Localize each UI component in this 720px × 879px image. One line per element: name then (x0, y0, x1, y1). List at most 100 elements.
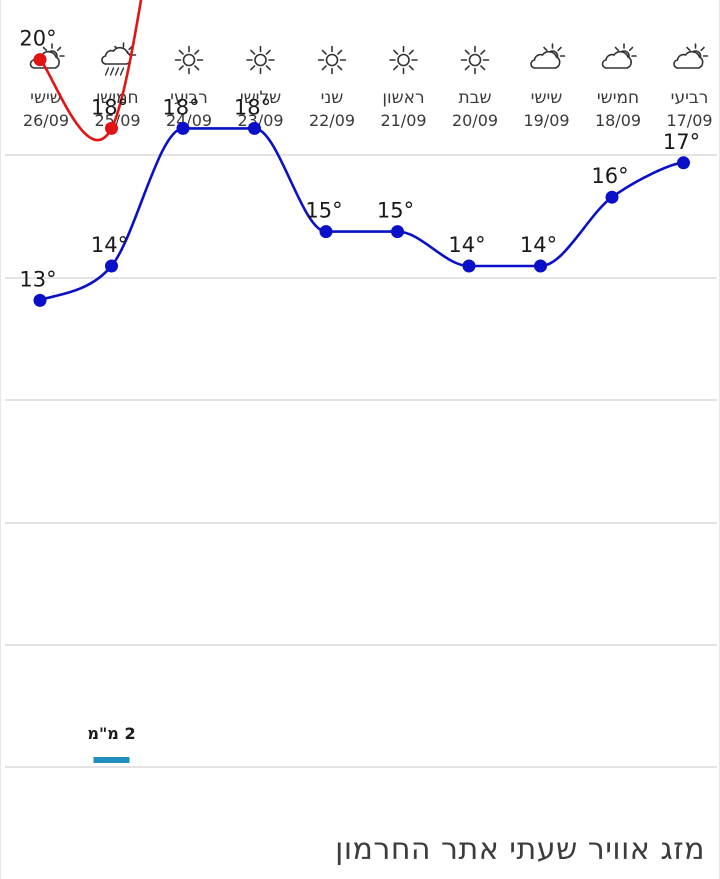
sun-ray (42, 46, 48, 52)
day-date-8: 18/09 (595, 111, 641, 130)
day-date-4: 22/09 (309, 111, 355, 130)
sun-icon (317, 45, 347, 75)
sun-ray (464, 49, 470, 55)
sun-core (397, 53, 410, 67)
sun-ray (686, 46, 691, 52)
sun-ray (464, 65, 470, 71)
partly-cloudy-icon (530, 43, 566, 69)
data-point-high-0 (33, 53, 47, 67)
sun-ray (557, 46, 562, 52)
rain-drop (119, 67, 125, 76)
data-point-low-0 (33, 293, 47, 307)
sun-ray (337, 65, 343, 71)
sun-ray (321, 65, 327, 71)
day-name-6: שבת (458, 88, 491, 108)
sun-ray (178, 65, 184, 71)
day-name-9: רביעי (671, 88, 709, 108)
data-point-low-5 (391, 225, 404, 239)
sun-ray (178, 49, 184, 55)
cloud-shape (601, 50, 632, 69)
sun-ray (408, 65, 414, 71)
rain-drop (104, 67, 110, 76)
data-point-low-2 (176, 121, 190, 135)
day-date-0: 26/09 (23, 111, 69, 130)
sun-ray (543, 46, 548, 52)
series-line-low (39, 127, 684, 302)
temp-label-low-2: 18° (162, 95, 199, 119)
page-title: מזג אוויר שעתי אתר החרמון (335, 832, 705, 867)
temp-label-low-3: 18° (234, 95, 271, 119)
day-name-7: שישי (531, 88, 563, 108)
series-line-high (39, 0, 143, 142)
data-point-low-3 (248, 121, 261, 135)
temp-label-low-1: 14° (91, 233, 128, 257)
partly-cloudy-icon (673, 43, 709, 69)
data-point-low-1 (105, 259, 118, 273)
sun-ray (194, 65, 200, 71)
day-date-9: 17/09 (666, 111, 712, 130)
data-point-low-4 (319, 225, 333, 239)
temp-label-low-4: 15° (305, 199, 342, 223)
sun-ray (480, 49, 486, 55)
sun-ray (393, 49, 399, 55)
data-point-low-9 (677, 156, 690, 170)
sun-ray (250, 49, 256, 55)
gridlines (5, 154, 717, 768)
temp-label-low-5: 15° (377, 199, 414, 223)
day-date-6: 20/09 (452, 111, 498, 130)
sun-core (468, 53, 482, 67)
sun-core (182, 53, 196, 67)
sun-ray (393, 65, 399, 71)
day-date-5: 21/09 (380, 111, 426, 130)
temp-label-low-9: 17° (663, 130, 700, 154)
temp-label-low-0: 13° (19, 267, 56, 291)
series-low: 13° 14° 18° 18° 15° 15° 14° 14° 16° 17° (19, 95, 700, 307)
sun-core (325, 53, 339, 67)
temp-label-low-7: 14° (520, 233, 557, 257)
cloud-shape (530, 50, 561, 69)
sun-core (254, 53, 267, 67)
series-high: 20°18°28°29°28°27°25°23°24°27° (19, 0, 143, 142)
day-name-2: רביעי (170, 88, 208, 108)
sun-ray (628, 46, 634, 52)
partly-cloudy-icon (601, 43, 637, 69)
sun-ray (265, 65, 271, 71)
day-name-3: שלישי (240, 88, 281, 108)
cloud-shape (673, 50, 704, 69)
day-date-7: 19/09 (523, 111, 569, 130)
rain-drop (114, 67, 120, 76)
sun-icon (174, 45, 204, 75)
sun-ray (408, 49, 414, 55)
data-point-low-6 (462, 259, 476, 273)
sun-icon (389, 45, 418, 75)
temperature-chart: שישי26/09חמישי25/09רביעי24/09שלישי23/09ש… (5, 0, 717, 768)
precipitation-bar (93, 757, 130, 763)
sun-icon (460, 45, 490, 75)
rain-drop (109, 67, 115, 76)
sun-ray (700, 46, 705, 52)
sun-ray (614, 46, 620, 52)
sun-ray (194, 49, 200, 55)
day-name-1: חמישי (96, 88, 138, 108)
day-name-5: ראשון (382, 88, 424, 108)
sun-ray (265, 49, 271, 55)
precipitation-label: 2 מ"מ (87, 724, 135, 743)
temp-label-low-8: 16° (591, 164, 628, 188)
day-name-0: שישי (30, 88, 62, 108)
temp-label-high-0: 20° (19, 27, 56, 51)
cloud-shape (101, 46, 132, 65)
sun-ray (337, 49, 343, 55)
sun-ray (56, 46, 62, 52)
day-name-8: חמישי (597, 88, 639, 108)
data-point-low-7 (534, 259, 547, 273)
temp-label-high-1: 18° (91, 95, 128, 119)
data-point-high-1 (105, 121, 118, 135)
day-name-4: שני (321, 88, 344, 108)
sun-icon (246, 45, 275, 75)
sun-ray (250, 65, 256, 71)
data-point-low-8 (605, 190, 619, 204)
sun-ray (480, 65, 486, 71)
sun-ray (321, 49, 327, 55)
temp-label-low-6: 14° (448, 233, 485, 257)
